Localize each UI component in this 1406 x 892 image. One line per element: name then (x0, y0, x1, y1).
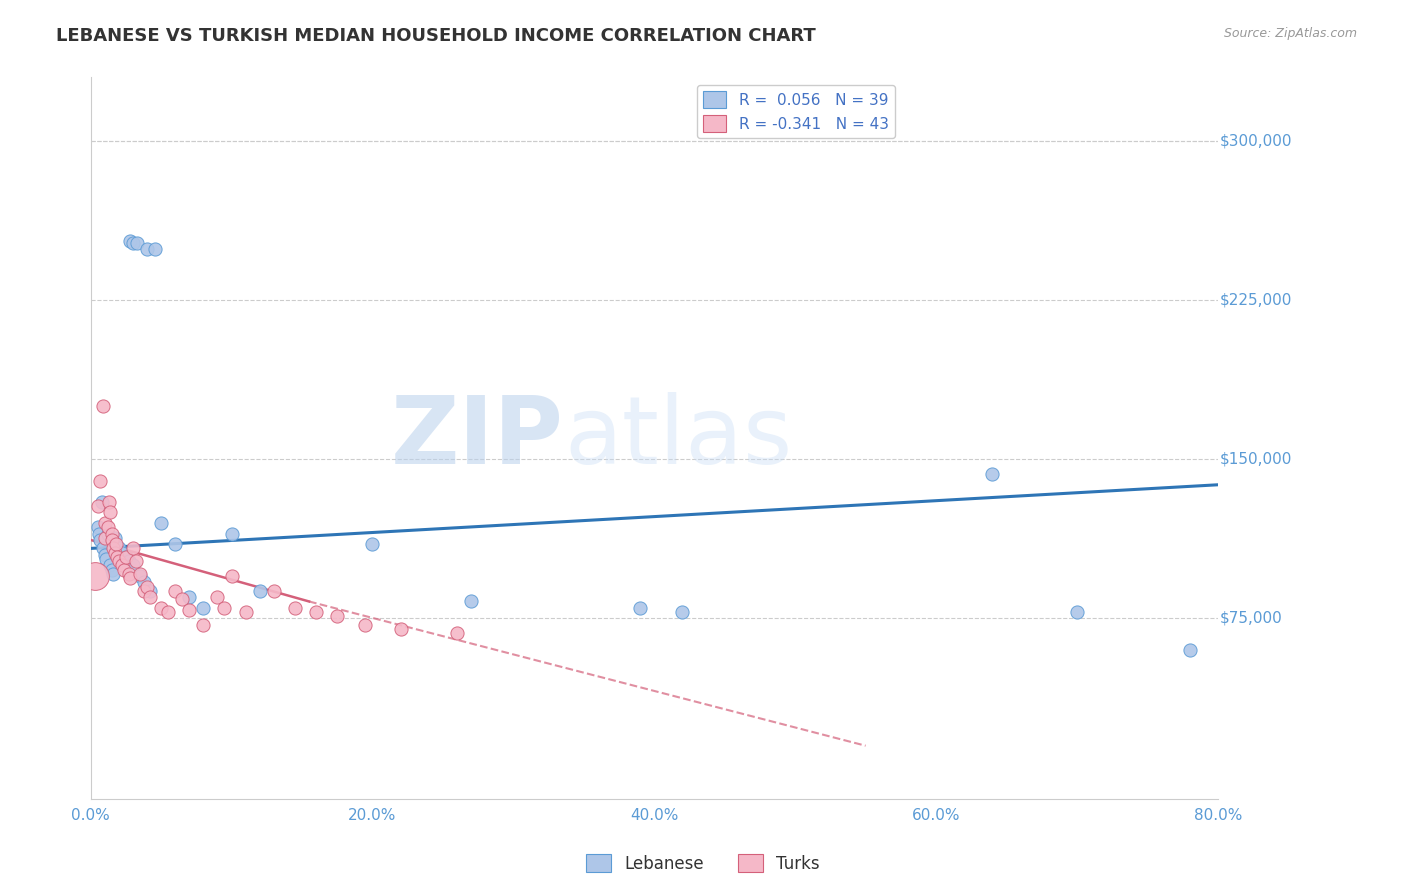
Point (172, 592, 194, 607)
Point (110, 558, 132, 573)
Point (93, 516, 115, 530)
Point (110, 546, 132, 560)
Point (114, 563, 136, 577)
Point (1066, 605, 1088, 619)
Text: $75,000: $75,000 (1220, 611, 1282, 626)
Point (98, 558, 121, 573)
Point (94, 552, 117, 566)
Point (89, 474, 111, 488)
Point (446, 626, 468, 640)
Point (97, 494, 120, 508)
Point (214, 600, 236, 615)
Point (179, 591, 201, 605)
Point (193, 600, 215, 615)
Point (129, 569, 152, 583)
Point (91, 541, 114, 556)
Point (125, 554, 148, 568)
Point (115, 549, 138, 564)
Point (235, 605, 257, 619)
Point (157, 605, 180, 619)
Point (671, 605, 693, 619)
Point (89, 533, 111, 547)
Point (101, 566, 124, 581)
Point (104, 537, 127, 551)
Point (87, 526, 110, 541)
Point (100, 563, 122, 577)
Point (118, 554, 141, 568)
Point (179, 603, 201, 617)
Text: $150,000: $150,000 (1220, 452, 1292, 467)
Point (105, 549, 128, 564)
Point (83, 569, 105, 583)
Point (115, 549, 138, 564)
Legend: Lebanese, Turks: Lebanese, Turks (579, 847, 827, 880)
Point (460, 594, 482, 608)
Point (136, 580, 159, 594)
Point (150, 516, 173, 530)
Point (136, 242, 159, 256)
Point (96, 520, 118, 534)
Point (90, 494, 112, 508)
Point (100, 526, 122, 541)
Point (122, 235, 145, 250)
Point (145, 242, 167, 256)
Point (249, 583, 271, 598)
Point (1178, 643, 1201, 657)
Point (150, 600, 173, 615)
Point (101, 541, 124, 556)
Point (139, 591, 162, 605)
Point (207, 591, 229, 605)
Point (628, 600, 651, 615)
Point (104, 541, 127, 556)
Point (86, 520, 108, 534)
Point (354, 617, 377, 632)
Point (263, 583, 285, 598)
Point (107, 541, 129, 556)
Point (134, 583, 156, 598)
Point (93, 531, 115, 545)
Point (98, 505, 121, 519)
Legend: R =  0.056   N = 39, R = -0.341   N = 43: R = 0.056 N = 39, R = -0.341 N = 43 (697, 85, 894, 138)
Point (122, 558, 145, 573)
Point (120, 234, 142, 248)
Point (122, 541, 145, 556)
Point (361, 537, 384, 551)
Point (100, 533, 122, 547)
Point (389, 622, 412, 636)
Point (193, 617, 215, 632)
Point (221, 569, 243, 583)
Point (103, 546, 125, 560)
Point (284, 600, 307, 615)
Text: LEBANESE VS TURKISH MEDIAN HOUSEHOLD INCOME CORRELATION CHART: LEBANESE VS TURKISH MEDIAN HOUSEHOLD INC… (56, 27, 815, 45)
Text: ZIP: ZIP (391, 392, 564, 484)
Point (305, 605, 328, 619)
Point (326, 609, 349, 624)
Point (129, 566, 152, 581)
Point (91, 399, 114, 413)
Point (139, 583, 162, 598)
Text: $300,000: $300,000 (1220, 134, 1292, 149)
Point (118, 566, 141, 581)
Point (127, 235, 149, 250)
Point (120, 571, 142, 585)
Text: Source: ZipAtlas.com: Source: ZipAtlas.com (1223, 27, 1357, 40)
Point (134, 575, 156, 590)
Point (981, 467, 1004, 482)
Point (86, 499, 108, 513)
Point (165, 583, 187, 598)
Point (221, 526, 243, 541)
Point (107, 554, 129, 568)
Point (165, 537, 187, 551)
Point (93, 548, 115, 562)
Text: atlas: atlas (564, 392, 793, 484)
Text: $225,000: $225,000 (1220, 293, 1292, 308)
Point (96, 526, 118, 541)
Point (103, 531, 125, 545)
